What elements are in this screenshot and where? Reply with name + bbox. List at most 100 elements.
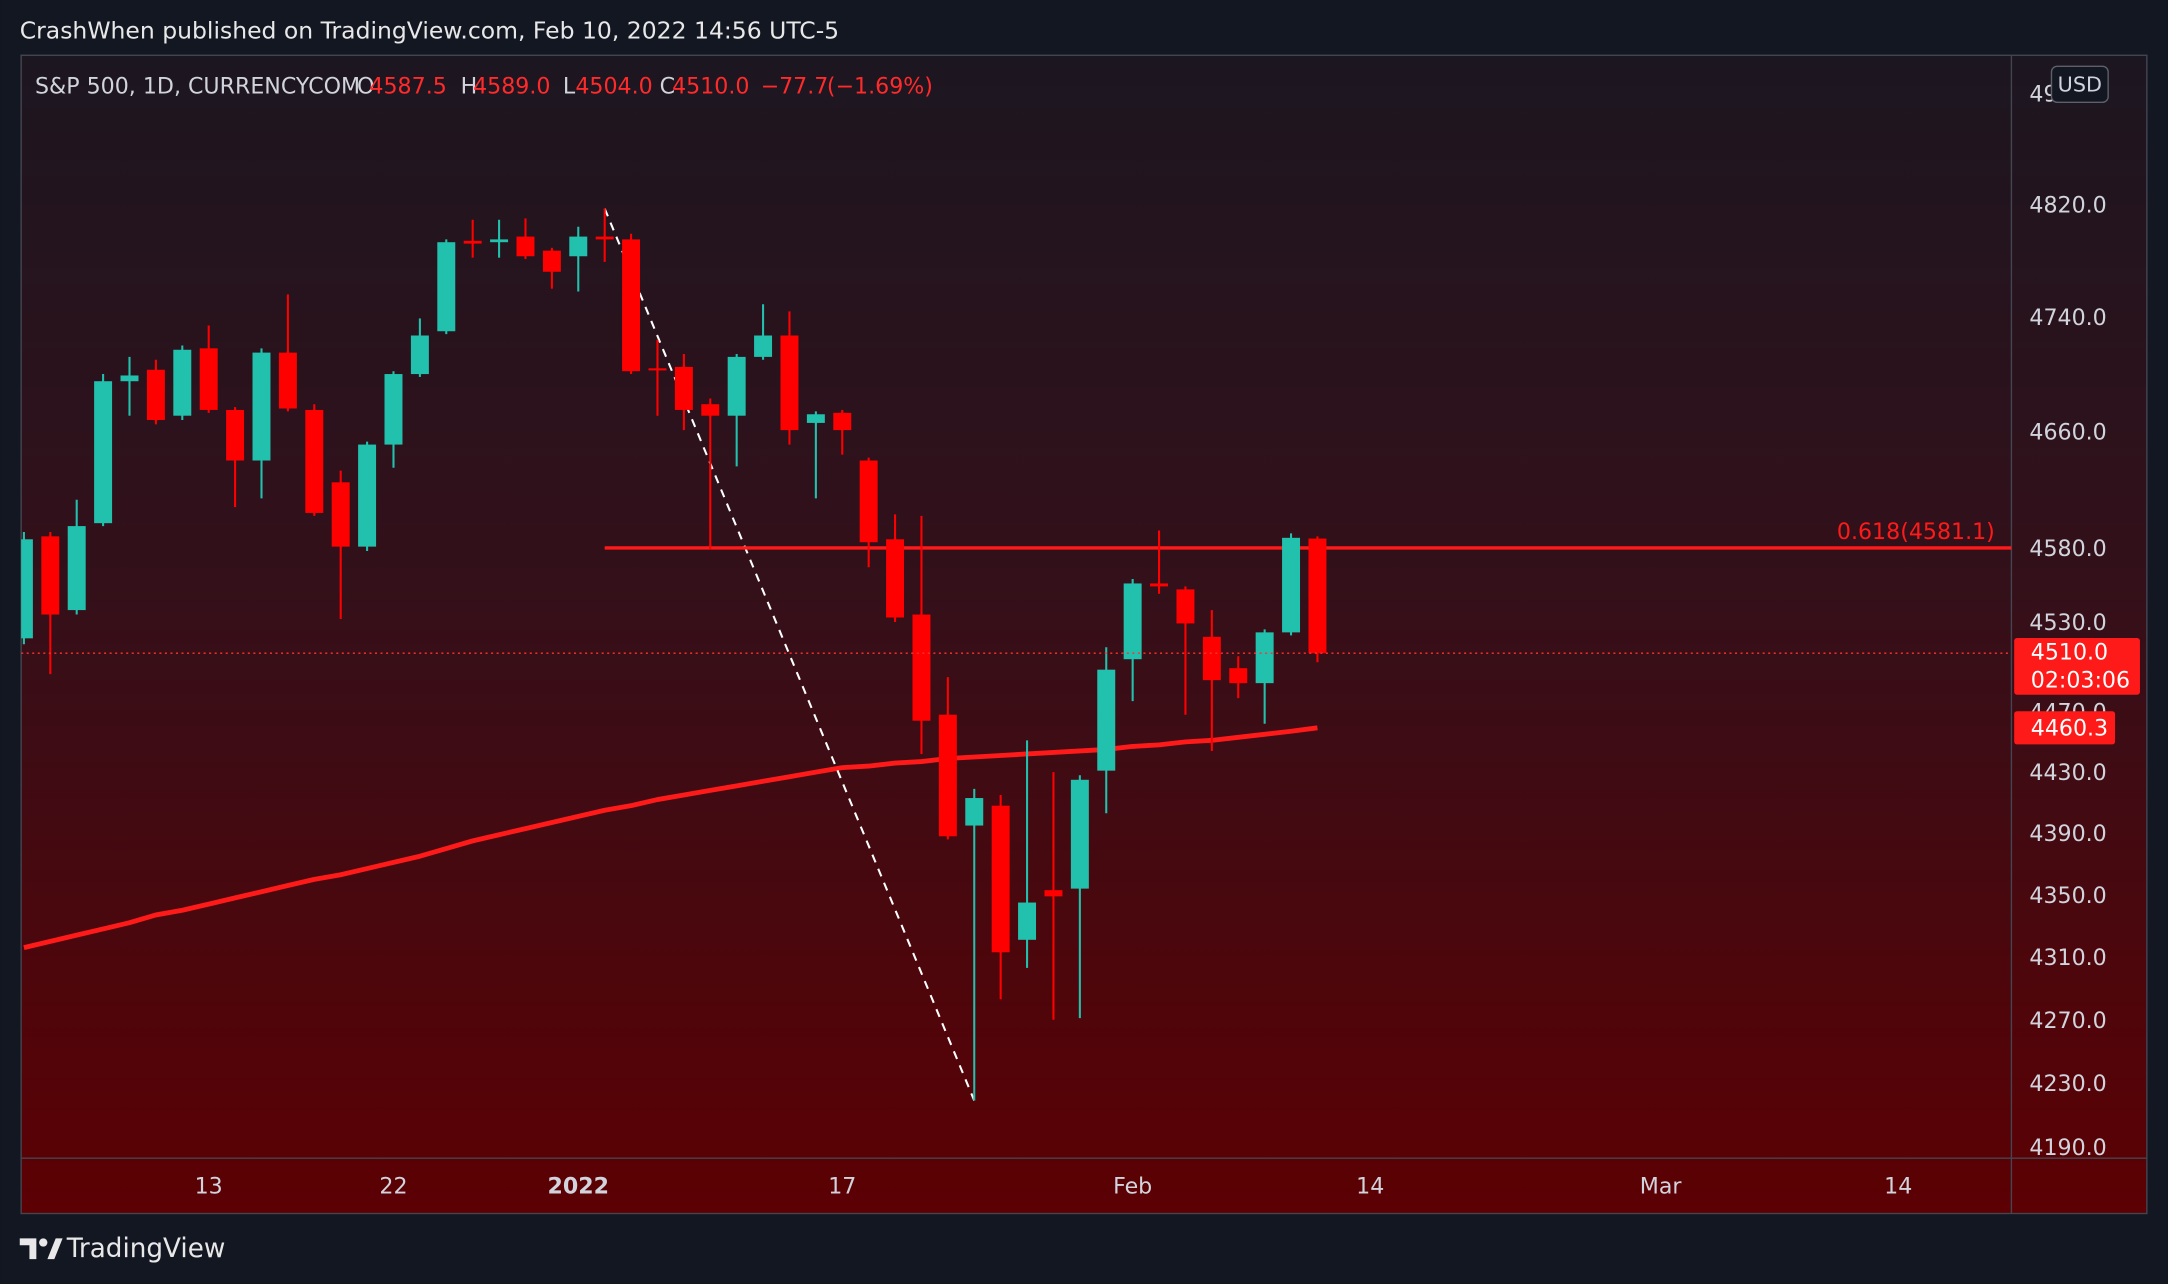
legend-value: 4504.0 [575,74,652,100]
candle-body [1229,668,1248,684]
price-axis: 4190.0 4230.0 4270.0 4310.0 4350.0 4390.0 4430… [2014,65,2140,1161]
candle-body [595,236,614,240]
legend-key: H [461,74,478,100]
candle-body [674,366,693,410]
candle-body [305,409,324,513]
candle-body [1202,636,1221,681]
candle-body [648,368,667,371]
x-tick-label: 13 [195,1174,223,1200]
y-tick-label: 4740.0 [2029,305,2106,331]
candle-body [490,239,509,243]
candle-body [991,805,1010,953]
candle-body [94,381,113,524]
published-note: CrashWhen published on TradingView.com, … [20,16,839,44]
candle-body [780,335,799,431]
legend-change: −77.7 [761,74,829,100]
candle-body [199,348,218,410]
x-tick-label: 17 [828,1174,856,1200]
candle-body [146,369,165,421]
candle-body [1123,583,1142,660]
fib-label: 0.618(4581.1) [1837,519,1995,545]
candle-body [965,798,984,826]
candle-body [252,352,271,461]
y-tick-label: 4350.0 [2029,883,2106,909]
legend-value: 4589.0 [473,74,550,100]
candle-body [384,374,403,445]
legend-value: 4587.5 [369,74,446,100]
candle-body [1097,669,1116,771]
logo-part [39,1238,48,1247]
y-tick-label: 4530.0 [2029,610,2106,636]
currency-label: USD [2058,73,2102,97]
chart-area [21,55,2147,1214]
y-tick-label: 4820.0 [2029,192,2106,218]
legend-key: O [357,74,374,100]
y-tick-label: 4270.0 [2029,1008,2106,1034]
legend-change-pct: (−1.69%) [827,74,933,100]
y-tick-label: 4190.0 [2029,1135,2106,1161]
candle-body [1150,583,1169,587]
x-tick-label: 22 [379,1174,407,1200]
candle-body [516,236,535,257]
candle-body [833,412,852,431]
candle-body [463,240,482,244]
candle-body [358,444,377,547]
candle-body [173,349,192,416]
countdown: 02:03:06 [2031,667,2130,693]
last-price-label: 4510.0 [2031,640,2108,666]
logo-part [19,1238,37,1260]
x-tick-label: 14 [1884,1174,1912,1200]
x-tick-label: Feb [1113,1174,1152,1200]
candle-body [806,414,825,423]
candle-body [331,482,350,547]
candle-body [1070,779,1089,889]
ma-price-label: 4460.3 [2031,716,2108,742]
candle-body [938,714,957,837]
candle-body [569,236,588,257]
candle-body [912,614,931,721]
legend-value: 4510.0 [672,74,749,100]
candle-body [1176,589,1195,624]
x-tick-label: 14 [1356,1174,1384,1200]
currency-badge [2050,65,2109,103]
candle-body [410,335,429,375]
candle-body [754,335,773,357]
candle-body [542,250,561,272]
candle-body [226,409,245,461]
candle-body [886,539,905,618]
candle-body [120,375,139,382]
candle-body [727,356,746,416]
candle-body [1018,902,1037,940]
y-tick-label: 4230.0 [2029,1071,2106,1097]
candle-body [21,539,33,639]
symbol: S&P 500, 1D, CURRENCYCOM [35,74,360,100]
candle-body [1282,537,1301,633]
x-tick-label: Mar [1640,1174,1683,1200]
candle-body [701,404,720,416]
last-price-tag [2014,638,2140,695]
candle-body [1044,890,1063,897]
candle-body [67,526,86,611]
y-tick-label: 4430.0 [2029,760,2106,786]
ma-price-tag [2014,711,2116,745]
y-tick-label: 4310.0 [2029,945,2106,971]
plot [21,208,2012,1101]
y-tick-label: 4390.0 [2029,821,2106,847]
candle-body [41,536,60,615]
candle-body [859,460,878,543]
footer-logo [19,1238,63,1260]
legend-key: L [563,74,576,100]
candle-body [437,242,456,332]
legend-key: C [660,74,675,100]
candle-body [278,352,297,409]
candle-body [622,239,641,372]
y-tick-label: 4580.0 [2029,536,2106,562]
x-tick-label: 2022 [548,1174,610,1200]
footer-brand: TradingView [66,1234,226,1264]
logo-part [47,1238,63,1260]
candle-body [1308,538,1327,654]
y-tick-label: 4660.0 [2029,420,2106,446]
